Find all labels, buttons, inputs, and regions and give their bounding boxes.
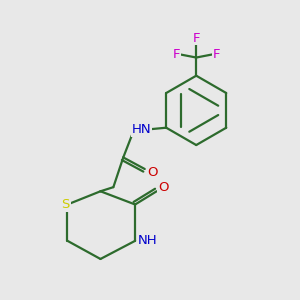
Text: HN: HN [132, 123, 151, 136]
Text: S: S [61, 198, 70, 211]
Text: F: F [212, 48, 220, 61]
Text: F: F [173, 48, 180, 61]
Text: NH: NH [138, 234, 158, 247]
Text: F: F [193, 32, 200, 44]
Text: O: O [147, 166, 157, 179]
Text: O: O [158, 181, 169, 194]
